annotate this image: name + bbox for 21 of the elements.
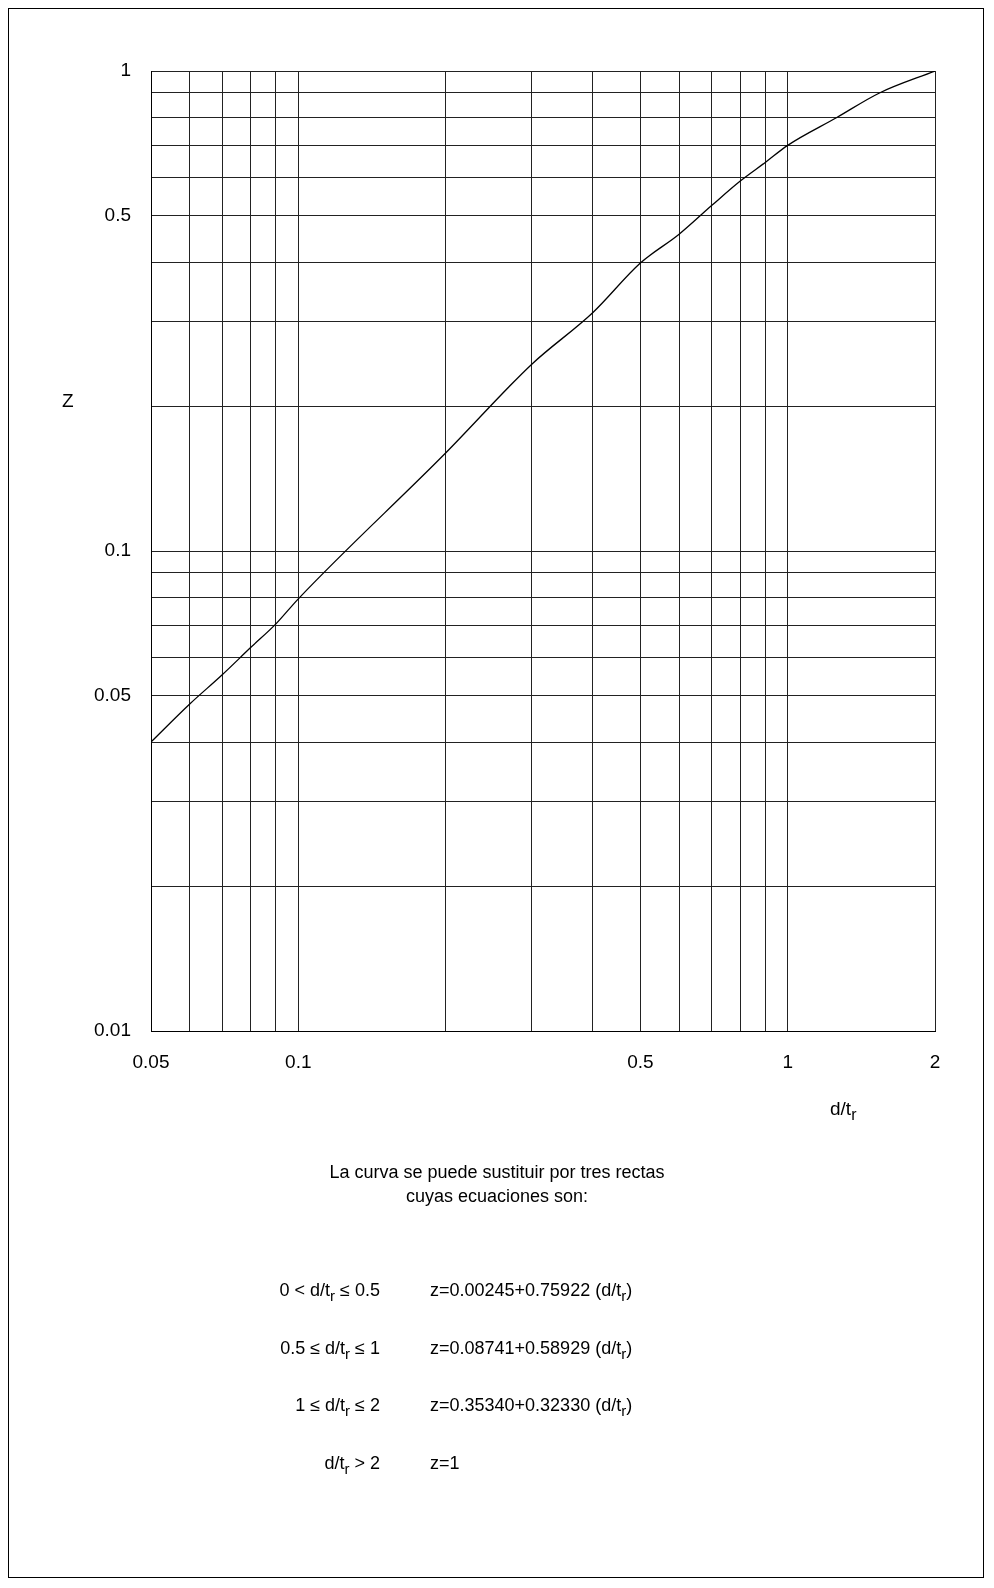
text: 0.5 ≤ d/t$_{r}$ ≤ 1 — [279, 1337, 381, 1362]
text: z=0.35340+0.32330 (d/t$_{r}$) — [430, 1395, 634, 1419]
y-axis-title: Z — [62, 390, 74, 412]
x-tick-label: 1 — [782, 1050, 793, 1072]
y-tick-label: 0.1 — [104, 539, 131, 561]
x-tick-label: 0.1 — [285, 1050, 312, 1072]
text: z=0.00245+0.75922 (d/t$_{r}$) — [430, 1280, 634, 1304]
y-tick-label: 0.01 — [94, 1019, 131, 1041]
text: z=1 — [430, 1452, 461, 1475]
text: d/t$_{r}$ > 2 — [323, 1452, 381, 1477]
text: La curva se puede sustituir por tres rectas cuyas ecuaciones son: — [328, 1161, 666, 1208]
y-tick-label: 0.5 — [104, 203, 131, 225]
y-tick-label: 1 — [120, 59, 131, 81]
text: z=0.08741+0.58929 (d/t$_{r}$) — [430, 1337, 634, 1362]
x-tick-label: 0.5 — [627, 1050, 654, 1072]
y-tick-label: 0.05 — [94, 683, 131, 705]
text: 1 ≤ d/t$_{r}$ ≤ 2 — [294, 1395, 381, 1419]
x-axis-title: d/t$_{r}$ — [830, 1098, 857, 1124]
x-tick-label: 0.05 — [132, 1050, 170, 1072]
x-tick-label: 2 — [929, 1050, 941, 1072]
text: 0 < d/t$_{r}$ ≤ 0.5 — [278, 1280, 381, 1304]
